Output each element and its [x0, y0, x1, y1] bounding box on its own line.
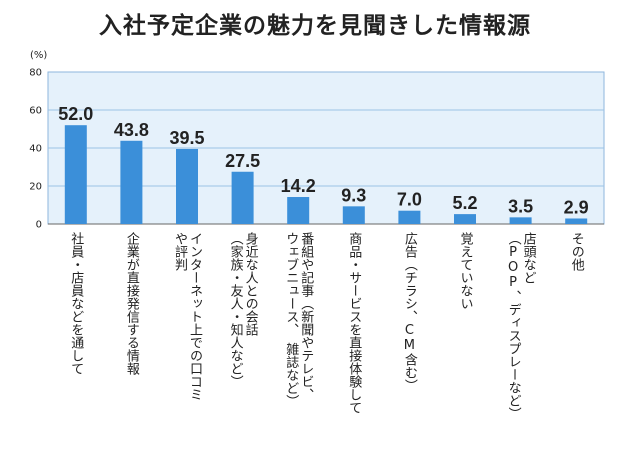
bar: [509, 217, 532, 224]
bar: [231, 171, 254, 224]
bar: [454, 214, 476, 224]
category-label: 商品・サービスを直接体験して: [346, 232, 362, 414]
data-label: 39.5: [169, 128, 204, 148]
category-label: 身近な人との会話 （家族・友人・知人など）: [227, 232, 258, 388]
category-label: その他: [568, 232, 584, 271]
data-label: 14.2: [281, 176, 316, 196]
data-label: 5.2: [452, 193, 477, 213]
bar: [342, 206, 365, 224]
bar: [64, 125, 87, 224]
chart-title: 入社予定企業の魅力を見聞きした情報源: [99, 13, 531, 39]
category-label: 広告（チラシ、CM含む）: [401, 232, 417, 392]
category-label: 社員・店員などを通して: [68, 232, 84, 375]
bar: [287, 197, 310, 224]
bar: [398, 210, 421, 224]
data-label: 3.5: [508, 196, 533, 216]
y-axis-unit: (%): [30, 50, 48, 61]
data-label: 27.5: [225, 151, 260, 171]
category-label: 番組や記事（新聞やテレビ、 ウェブニュース、 雑誌など）: [283, 232, 314, 408]
data-label: 9.3: [341, 185, 366, 205]
data-label: 2.9: [564, 197, 589, 217]
bar: [120, 140, 143, 224]
y-tick-label: 0: [36, 220, 42, 231]
bar: [176, 148, 198, 224]
y-tick-label: 80: [29, 68, 42, 79]
category-label: 覚えていない: [457, 232, 473, 310]
data-label: 52.0: [58, 104, 93, 124]
data-label: 43.8: [114, 120, 149, 140]
y-tick-label: 20: [29, 182, 42, 193]
y-tick-label: 40: [29, 144, 42, 155]
y-tick-label: 60: [29, 106, 42, 117]
bar: [565, 218, 588, 224]
category-label: 企業が直接発信する情報: [123, 232, 139, 375]
category-label: インターネット上での口コミ や評判: [172, 232, 202, 401]
data-label: 7.0: [397, 190, 422, 210]
category-label: 店頭など （POP、ディスプレーなど）: [505, 232, 536, 420]
